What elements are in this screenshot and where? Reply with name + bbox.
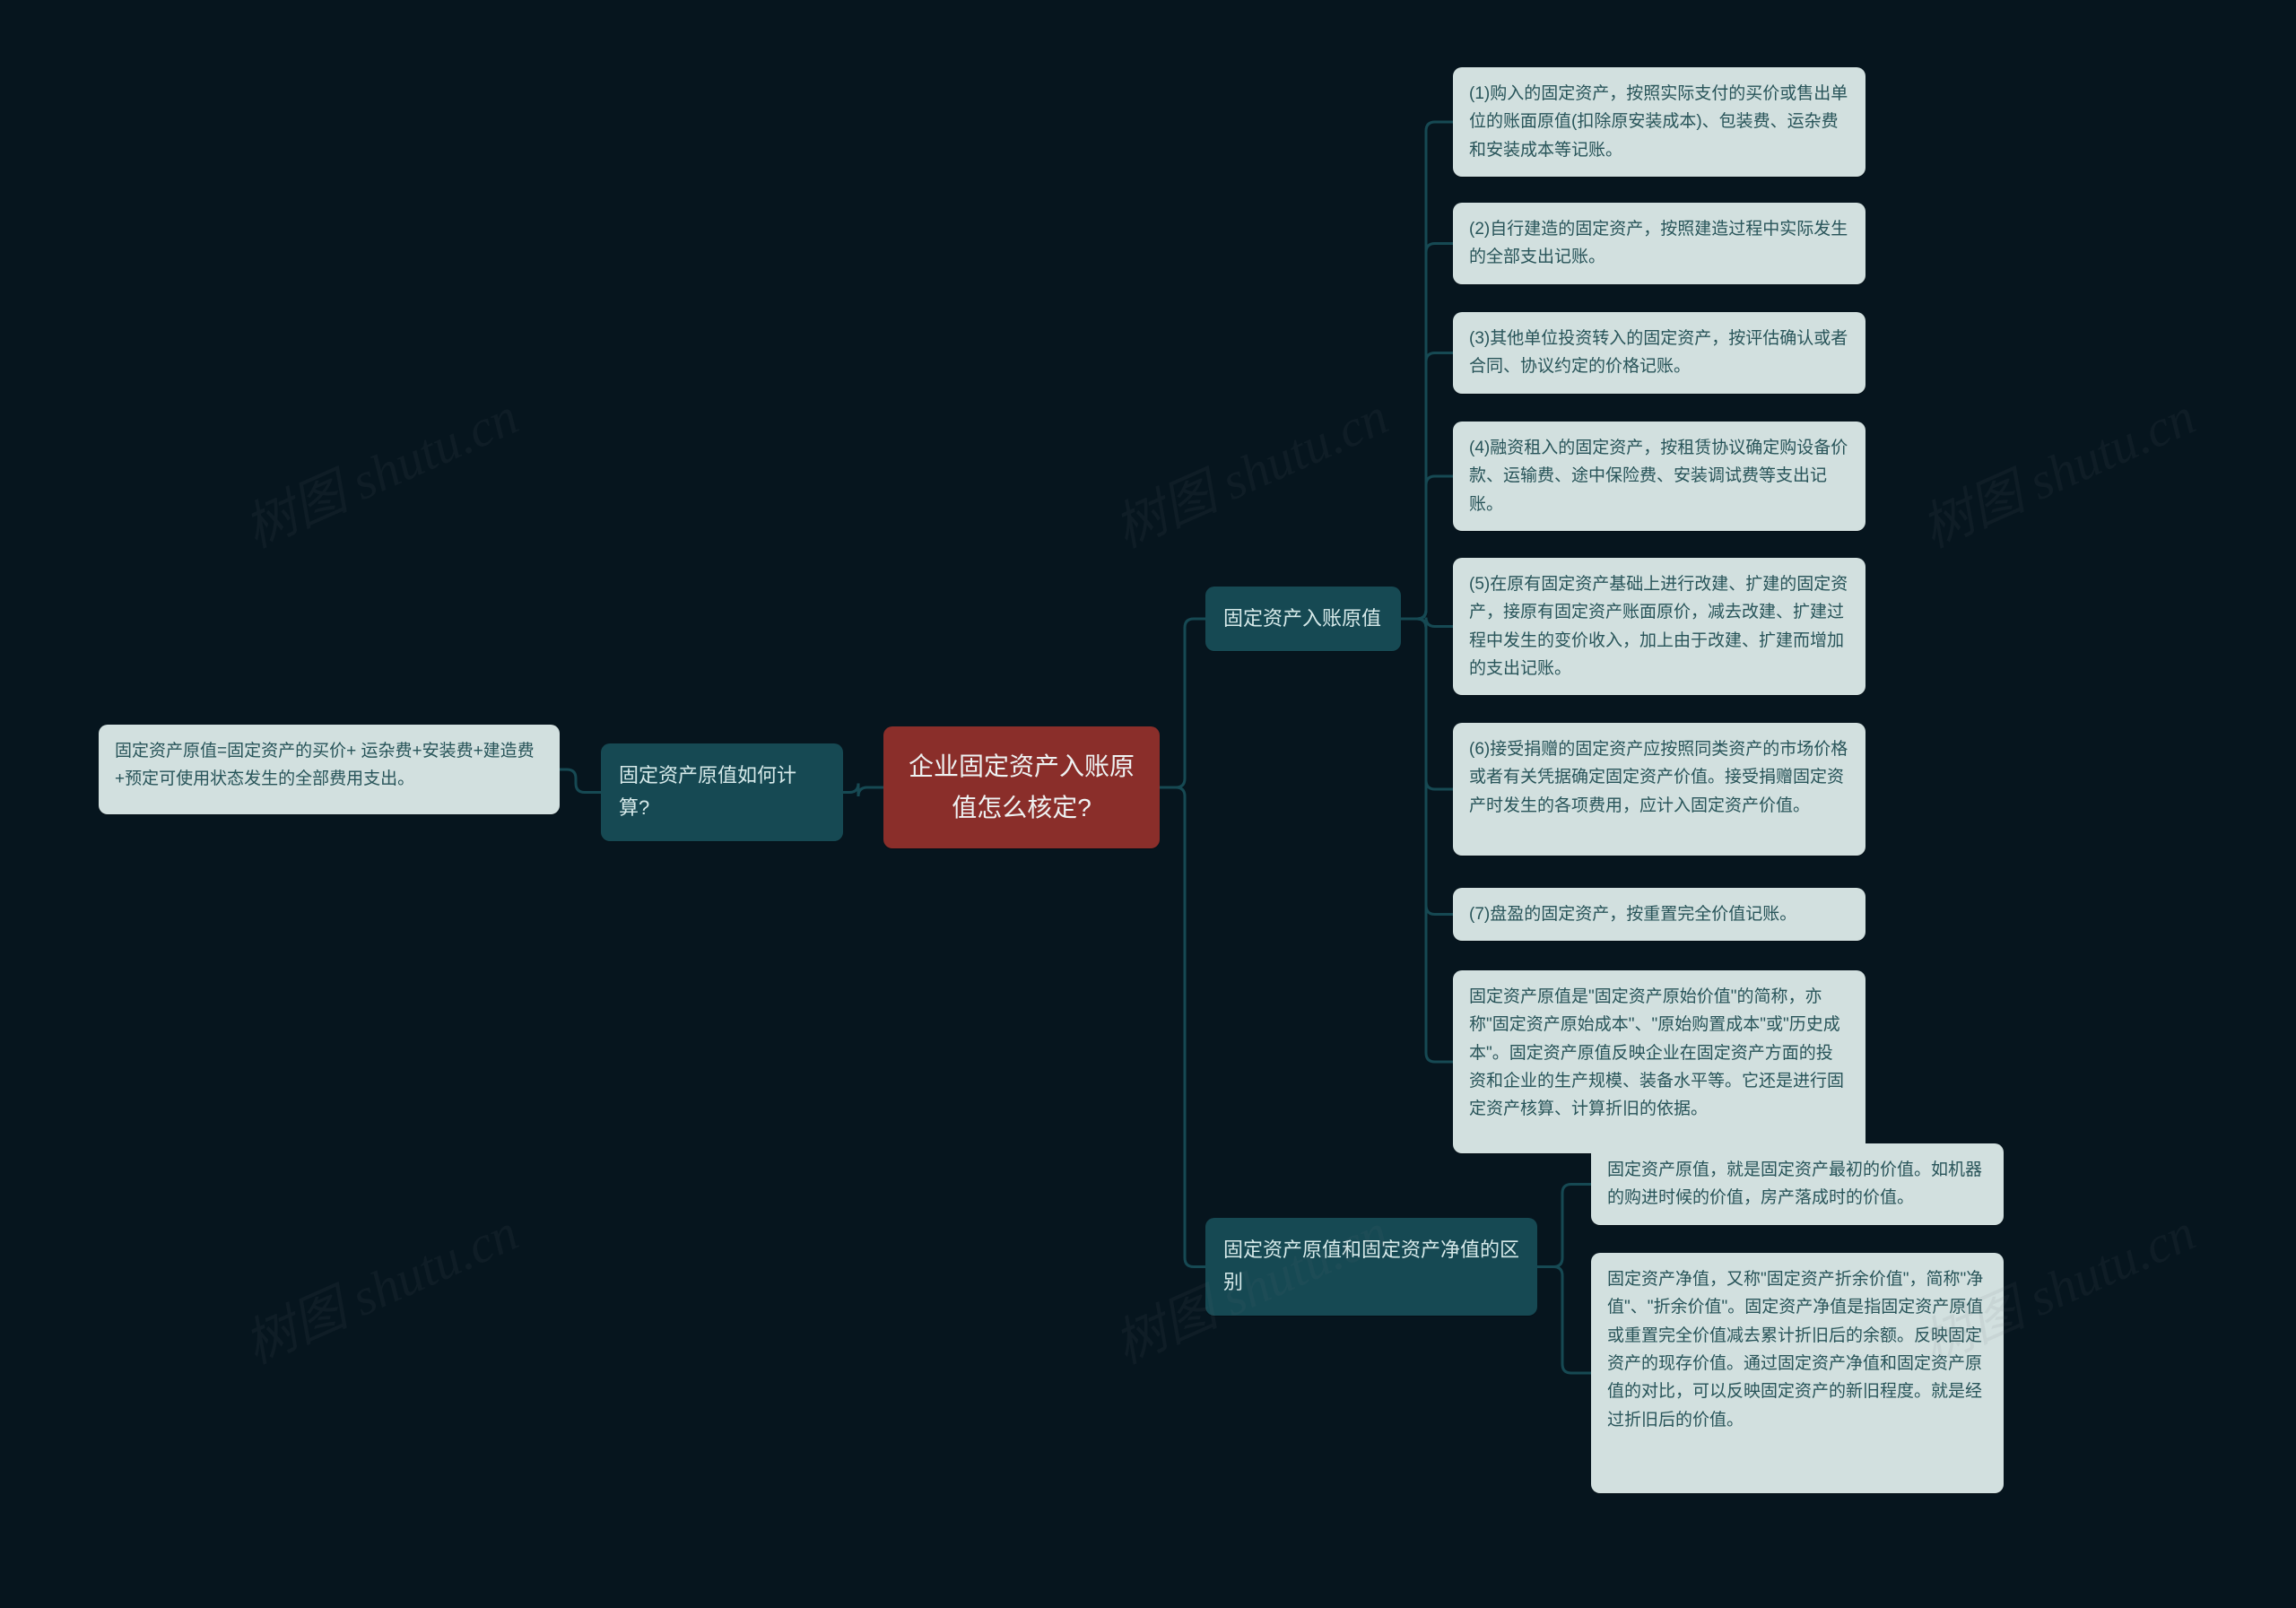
root-node[interactable]: 企业固定资产入账原值怎么核定? xyxy=(883,726,1160,848)
leaf-ev-6[interactable]: (6)接受捐赠的固定资产应按照同类资产的市场价格或者有关凭据确定固定资产价值。接… xyxy=(1453,723,1866,856)
watermark: 树图 shutu.cn xyxy=(230,374,527,561)
leaf-calc-1[interactable]: 固定资产原值=固定资产的买价+ 运杂费+安装费+建造费+预定可使用状态发生的全部… xyxy=(99,725,560,814)
leaf-ev-8[interactable]: 固定资产原值是"固定资产原始价值"的简称，亦称"固定资产原始成本"、"原始购置成… xyxy=(1453,970,1866,1153)
leaf-diff-1-text: 固定资产原值，就是固定资产最初的价值。如机器的购进时候的价值，房产落成时的价值。 xyxy=(1607,1160,1982,1207)
leaf-ev-2-text: (2)自行建造的固定资产，按照建造过程中实际发生的全部支出记账。 xyxy=(1469,220,1848,266)
leaf-ev-1-text: (1)购入的固定资产，按照实际支付的买价或售出单位的账面原值(扣除原安装成本)、… xyxy=(1469,84,1848,160)
leaf-ev-1[interactable]: (1)购入的固定资产，按照实际支付的买价或售出单位的账面原值(扣除原安装成本)、… xyxy=(1453,67,1866,177)
leaf-calc-1-text: 固定资产原值=固定资产的买价+ 运杂费+安装费+建造费+预定可使用状态发生的全部… xyxy=(115,742,535,788)
leaf-ev-6-text: (6)接受捐赠的固定资产应按照同类资产的市场价格或者有关凭据确定固定资产价值。接… xyxy=(1469,740,1848,815)
branch-diff[interactable]: 固定资产原值和固定资产净值的区别 xyxy=(1205,1218,1537,1316)
branch-calc[interactable]: 固定资产原值如何计算? xyxy=(601,743,843,841)
leaf-ev-4[interactable]: (4)融资租入的固定资产，按租赁协议确定购设备价款、运输费、途中保险费、安装调试… xyxy=(1453,422,1866,531)
leaf-ev-7[interactable]: (7)盘盈的固定资产，按重置完全价值记账。 xyxy=(1453,888,1866,941)
branch-calc-label: 固定资产原值如何计算? xyxy=(619,764,796,819)
leaf-ev-8-text: 固定资产原值是"固定资产原始价值"的简称，亦称"固定资产原始成本"、"原始购置成… xyxy=(1469,987,1844,1118)
branch-entry-value-label: 固定资产入账原值 xyxy=(1223,607,1381,630)
leaf-ev-3-text: (3)其他单位投资转入的固定资产，按评估确认或者合同、协议约定的价格记账。 xyxy=(1469,329,1848,376)
leaf-ev-7-text: (7)盘盈的固定资产，按重置完全价值记账。 xyxy=(1469,905,1796,924)
leaf-ev-3[interactable]: (3)其他单位投资转入的固定资产，按评估确认或者合同、协议约定的价格记账。 xyxy=(1453,312,1866,394)
leaf-ev-4-text: (4)融资租入的固定资产，按租赁协议确定购设备价款、运输费、途中保险费、安装调试… xyxy=(1469,439,1848,514)
watermark: 树图 shutu.cn xyxy=(230,1190,527,1378)
leaf-diff-2[interactable]: 固定资产净值，又称"固定资产折余价值"，简称"净值"、"折余价值"。固定资产净值… xyxy=(1591,1253,2004,1493)
leaf-diff-1[interactable]: 固定资产原值，就是固定资产最初的价值。如机器的购进时候的价值，房产落成时的价值。 xyxy=(1591,1143,2004,1225)
leaf-ev-2[interactable]: (2)自行建造的固定资产，按照建造过程中实际发生的全部支出记账。 xyxy=(1453,203,1866,284)
leaf-ev-5[interactable]: (5)在原有固定资产基础上进行改建、扩建的固定资产，接原有固定资产账面原价，减去… xyxy=(1453,558,1866,695)
leaf-diff-2-text: 固定资产净值，又称"固定资产折余价值"，简称"净值"、"折余价值"。固定资产净值… xyxy=(1607,1270,1983,1430)
branch-diff-label: 固定资产原值和固定资产净值的区别 xyxy=(1223,1239,1519,1293)
watermark: 树图 shutu.cn xyxy=(1100,374,1397,561)
leaf-ev-5-text: (5)在原有固定资产基础上进行改建、扩建的固定资产，接原有固定资产账面原价，减去… xyxy=(1469,575,1848,678)
watermark: 树图 shutu.cn xyxy=(1908,374,2205,561)
branch-entry-value[interactable]: 固定资产入账原值 xyxy=(1205,587,1401,651)
root-label: 企业固定资产入账原值怎么核定? xyxy=(909,752,1135,821)
